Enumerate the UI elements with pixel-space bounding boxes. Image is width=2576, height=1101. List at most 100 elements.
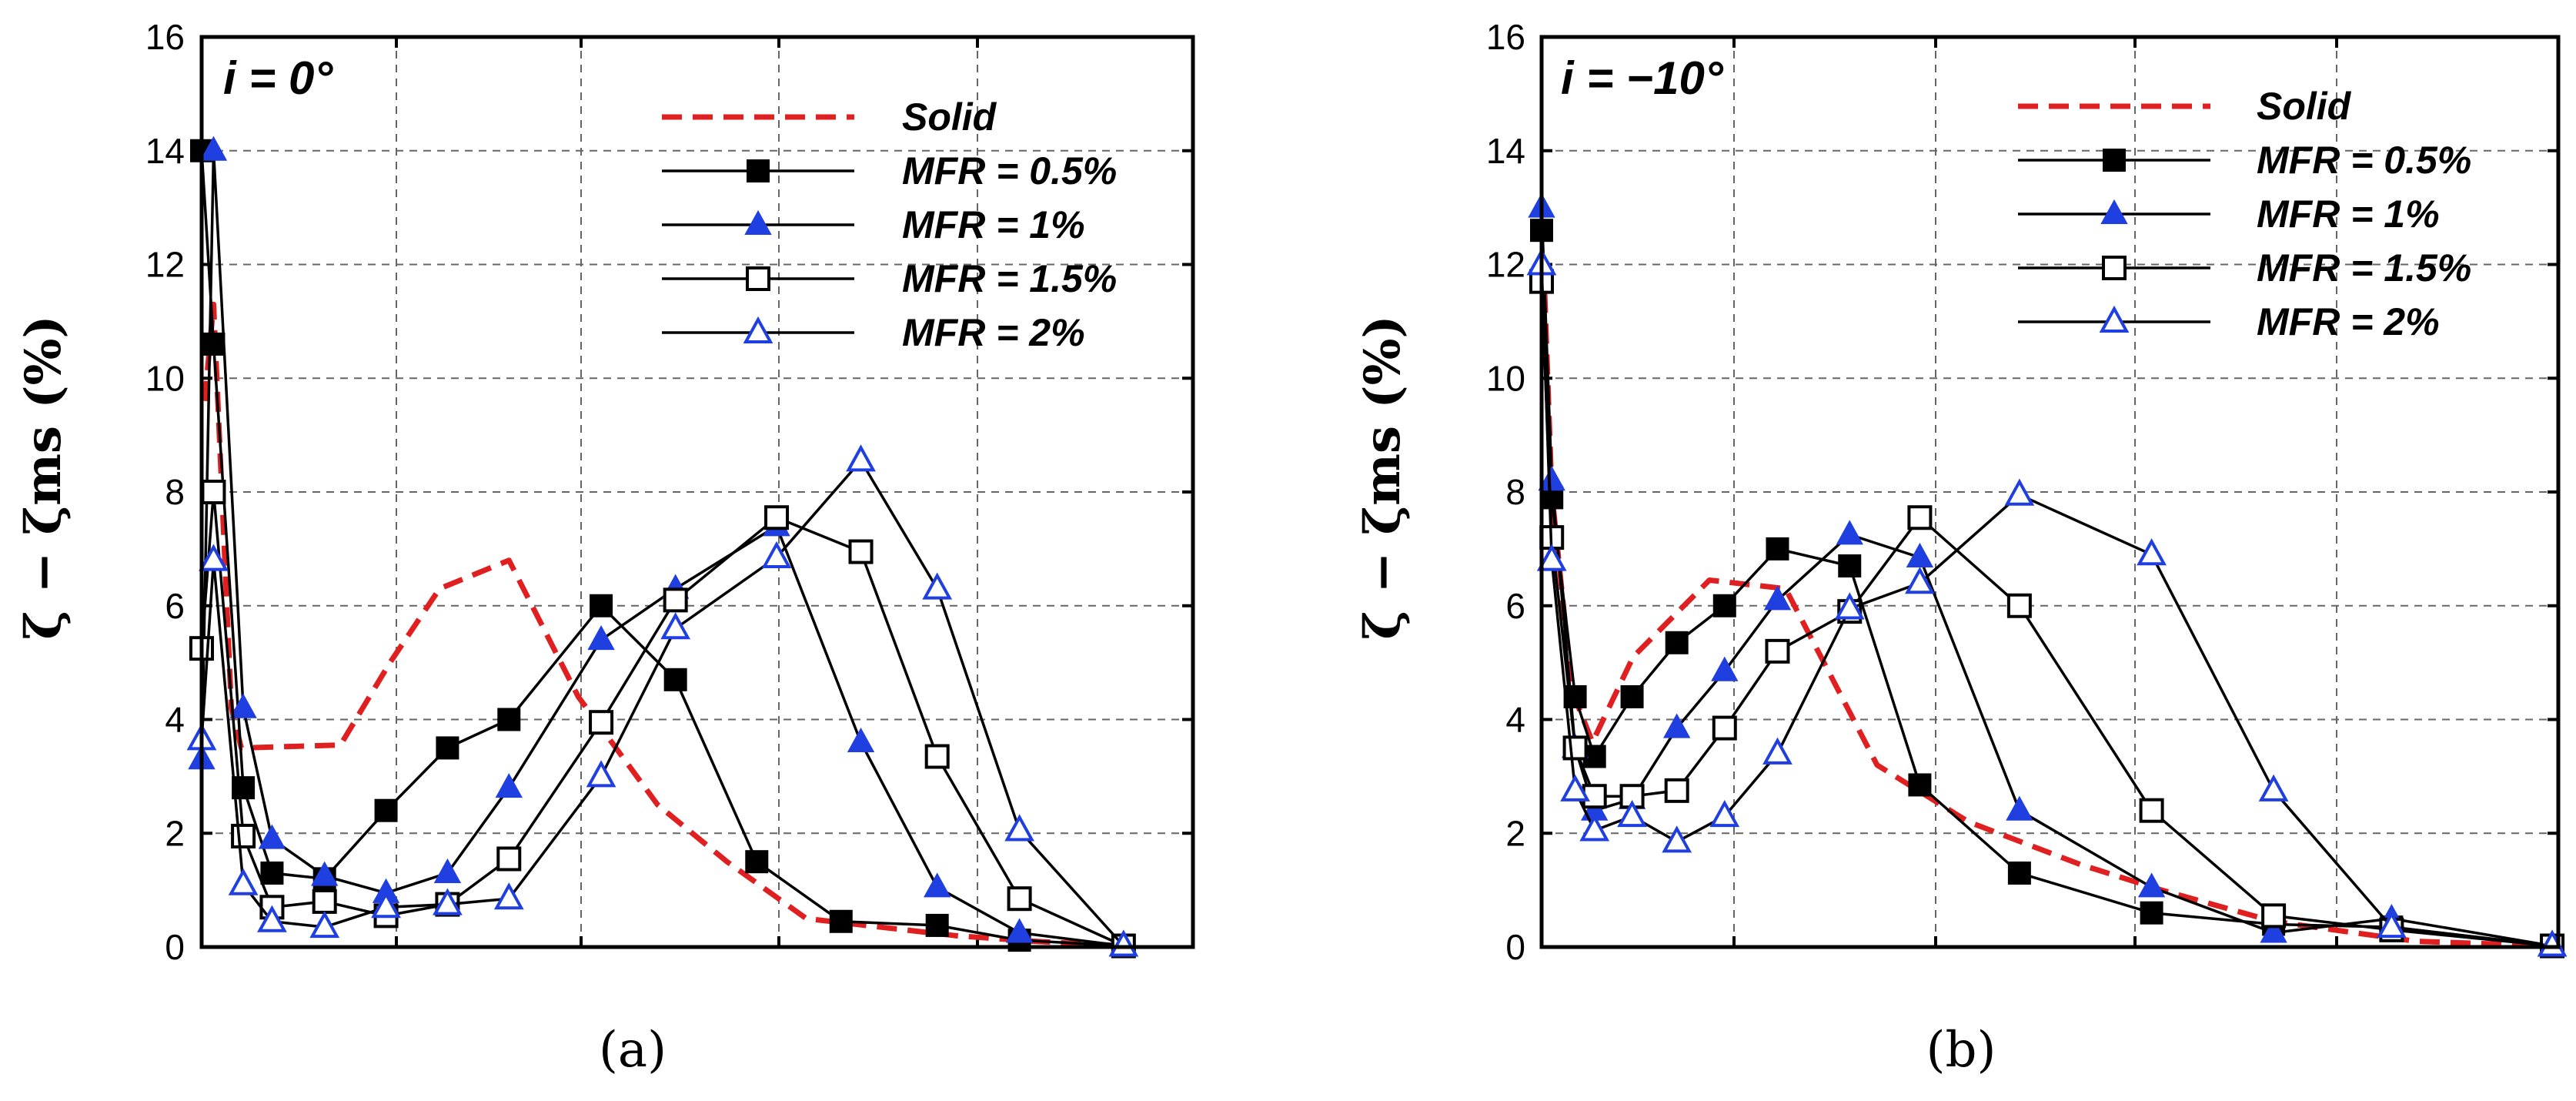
data-point-marker	[1108, 929, 1139, 957]
data-point-marker	[586, 760, 616, 788]
series-line-3	[1540, 281, 2553, 948]
data-point-marker	[1765, 638, 1790, 664]
data-point-marker	[1662, 713, 1691, 738]
legend-entry: MFR = 0.5%	[902, 149, 1117, 192]
data-point-marker	[433, 858, 462, 883]
data-point-marker	[2258, 774, 2289, 801]
y-tick-label: 2	[165, 813, 185, 853]
legend-marker	[744, 209, 772, 235]
legend-entry: MFR = 2%	[902, 311, 1085, 354]
panel-a-caption: (a)	[599, 1022, 667, 1079]
legend-marker	[746, 266, 770, 291]
series-line-0	[1542, 293, 2548, 949]
legend-marker	[747, 159, 770, 182]
plot-frame	[1539, 35, 2561, 949]
legend-entry: Solid	[902, 95, 997, 139]
data-point-marker	[1620, 684, 1644, 708]
data-point-marker	[260, 861, 284, 885]
data-point-marker	[589, 710, 614, 735]
panel-b-chart: 0 2 4 6 8 10 12 14 16 Solid MFR = 0.5% MFR = 1% MFR …	[1486, 17, 2568, 967]
data-point-marker	[924, 744, 950, 769]
data-point-marker	[1838, 554, 1862, 578]
data-point-marker	[433, 888, 463, 915]
data-point-marker	[660, 612, 691, 640]
data-point-marker	[846, 444, 876, 472]
data-point-marker	[1617, 799, 1647, 828]
legend-entry: MFR = 1.5%	[2257, 246, 2471, 289]
data-point-marker	[436, 736, 459, 760]
data-point-marker	[1582, 784, 1607, 809]
data-point-marker	[199, 544, 229, 571]
data-point-marker	[493, 882, 524, 910]
y-tick-label: 10	[1486, 358, 1525, 398]
data-point-marker	[202, 332, 226, 356]
data-point-marker	[374, 798, 398, 822]
data-point-marker	[1836, 520, 1863, 545]
legend-entry: MFR = 0.5%	[2257, 139, 2471, 182]
data-point-marker	[924, 872, 951, 898]
panel-a-chart: 0 2 4 6 8 10 12 14 16 Solid MFR = 0.5% MFR = 1% MFR …	[145, 17, 1195, 967]
data-point-marker	[497, 708, 521, 731]
data-point-marker	[1709, 799, 1740, 828]
data-point-marker	[199, 136, 228, 161]
data-point-marker	[228, 868, 259, 895]
legend-entry: MFR = 1.5%	[902, 257, 1117, 300]
y-tick-label: 16	[1486, 17, 1525, 57]
panel-a-y-axis-label: ζ − ζms (%)	[15, 315, 72, 639]
data-point-marker	[2007, 861, 2031, 885]
y-tick-label: 12	[1486, 245, 1525, 285]
data-point-marker	[925, 913, 949, 937]
data-point-marker	[761, 540, 792, 568]
data-point-marker	[848, 539, 874, 564]
data-point-marker	[311, 861, 339, 886]
data-point-marker	[2261, 903, 2287, 929]
data-point-marker	[1905, 567, 1935, 594]
data-point-marker	[229, 693, 257, 718]
legend-entry: MFR = 2%	[2257, 300, 2440, 343]
data-point-marker	[2376, 911, 2407, 939]
data-point-marker	[1664, 778, 1689, 803]
data-point-marker	[1834, 592, 1865, 620]
data-point-marker	[1562, 735, 1588, 761]
data-point-marker	[1766, 537, 1789, 561]
data-point-marker	[1560, 774, 1590, 801]
y-tick-label: 4	[165, 700, 185, 740]
legend-entry: MFR = 1%	[902, 203, 1085, 246]
y-tick-label: 8	[165, 472, 185, 512]
data-point-marker	[1538, 466, 1565, 491]
data-point-marker	[1005, 918, 1034, 943]
data-point-marker	[2139, 798, 2164, 823]
data-point-marker	[495, 773, 523, 798]
legend-marker	[2102, 256, 2127, 280]
data-point-marker	[1007, 886, 1032, 912]
y-tick-label: 4	[1505, 700, 1525, 740]
y-tick-label: 8	[1505, 472, 1525, 512]
data-point-marker	[1662, 825, 1692, 853]
data-point-marker	[1908, 773, 1932, 797]
y-tick-label: 16	[145, 17, 185, 57]
data-point-marker	[496, 846, 522, 872]
data-point-marker	[1906, 542, 1934, 567]
data-point-marker	[2140, 901, 2163, 925]
panel-b-caption: (b)	[1926, 1022, 1996, 1079]
data-point-marker	[764, 505, 790, 530]
data-point-marker	[231, 823, 256, 848]
panel-b-y-axis-label: ζ − ζms (%)	[1354, 315, 1412, 639]
data-point-marker	[2137, 872, 2166, 898]
data-point-marker	[1711, 656, 1739, 681]
data-point-marker	[1536, 544, 1567, 571]
data-point-marker	[847, 727, 875, 753]
legend-marker	[2100, 199, 2128, 224]
data-point-marker	[201, 480, 226, 504]
data-point-marker	[587, 625, 615, 651]
data-point-marker	[312, 888, 337, 914]
data-point-marker	[1762, 737, 1793, 765]
legend-marker	[2103, 149, 2126, 172]
y-tick-label: 14	[145, 131, 185, 171]
series-line-4	[200, 459, 1125, 947]
data-point-marker	[663, 668, 687, 691]
data-point-marker	[2137, 538, 2167, 566]
data-point-marker	[829, 909, 853, 933]
data-point-marker	[371, 891, 401, 919]
data-point-marker	[257, 905, 287, 932]
